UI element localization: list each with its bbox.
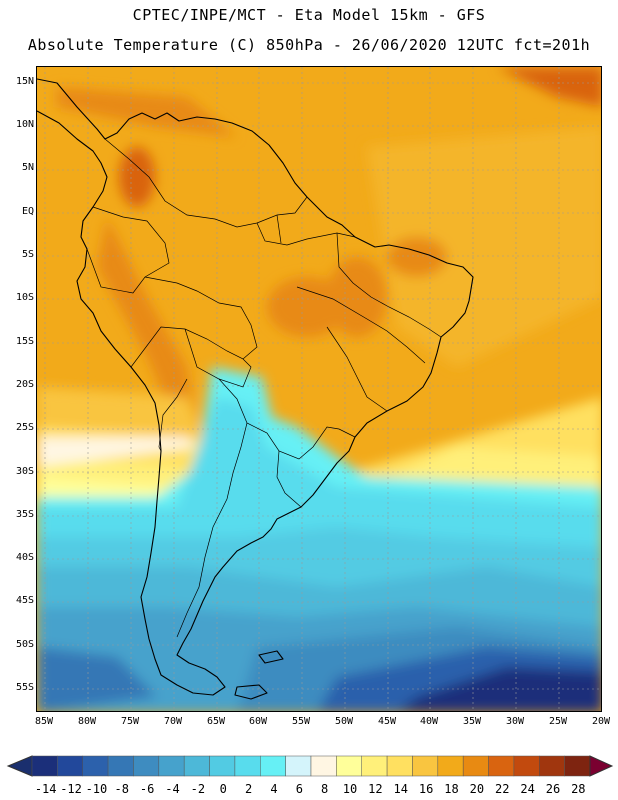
lat-label: 55S (15, 682, 34, 693)
colorbar-label: 4 (270, 782, 278, 796)
colorbar-swatch (158, 755, 185, 777)
colorbar-label: 0 (219, 782, 227, 796)
colorbar-label: 2 (244, 782, 253, 796)
lon-label: 25W (548, 716, 568, 727)
colorbar-over-arrow (589, 755, 614, 777)
lat-label: 35S (15, 509, 34, 520)
colorbar-swatch (209, 755, 236, 777)
lat-label: 20S (15, 379, 34, 390)
colorbar-swatch (361, 755, 388, 777)
lat-label: 45S (15, 595, 34, 606)
colorbar-swatch (564, 755, 591, 777)
colorbar-label: -12 (60, 782, 82, 796)
colorbar-swatch (107, 755, 134, 777)
temperature-map[interactable] (36, 66, 602, 712)
lon-label: 55W (291, 716, 311, 727)
colorbar-label: 16 (418, 782, 434, 796)
colorbar-label: -10 (85, 782, 108, 796)
country-borders (86, 138, 442, 638)
lon-label: 30W (505, 716, 525, 727)
colorbar-swatch (57, 755, 83, 777)
colorbar-label: 8 (321, 782, 329, 796)
colorbar-label: 6 (295, 782, 303, 796)
lat-label: 30S (15, 466, 34, 477)
colorbar-swatch (412, 755, 439, 777)
colorbar-swatch (386, 755, 413, 777)
lat-label: 40S (15, 552, 34, 563)
colorbar-swatch (513, 755, 540, 777)
map-title: CPTEC/INPE/MCT - Eta Model 15km - GFS (132, 6, 486, 24)
lon-label: 40W (419, 716, 439, 727)
lat-label: 15N (15, 76, 34, 87)
lat-label: 25S (15, 422, 34, 433)
colorbar-swatch (437, 755, 464, 777)
colorbar-swatch (183, 755, 210, 777)
colorbar (6, 755, 614, 777)
colorbar-label: 26 (545, 782, 561, 796)
colorbar-label: 12 (368, 782, 383, 796)
lat-label: 10N (15, 119, 34, 130)
colorbar-label: 28 (571, 782, 586, 796)
lat-label: 5S (21, 249, 34, 260)
lon-label: 60W (248, 716, 268, 727)
lon-label: 20W (591, 716, 611, 727)
colorbar-under-arrow (6, 755, 33, 777)
lon-label: 75W (120, 716, 140, 727)
colorbar-swatch (310, 755, 337, 777)
lon-label: 85W (34, 716, 54, 727)
lon-label: 80W (77, 716, 97, 727)
colorbar-label: 14 (393, 782, 408, 796)
colorbar-swatch (260, 755, 286, 777)
colorbar-swatch (31, 755, 58, 777)
colorbar-label: 18 (444, 782, 459, 796)
lat-label: 15S (15, 336, 34, 347)
graticule (37, 67, 601, 711)
colorbar-swatch (488, 755, 515, 777)
colorbar-label: -14 (34, 782, 57, 796)
colorbar-label: -2 (190, 782, 206, 796)
colorbar-swatch (336, 755, 362, 777)
colorbar-swatch (539, 755, 565, 777)
colorbar-swatch (285, 755, 312, 777)
lon-label: 45W (377, 716, 397, 727)
lat-label: 5N (21, 162, 34, 173)
coastline (37, 78, 474, 700)
colorbar-label: 22 (494, 782, 510, 796)
colorbar-swatch (462, 755, 489, 777)
map-subtitle: Absolute Temperature (C) 850hPa - 26/06/… (27, 36, 591, 54)
lat-label: EQ (21, 206, 34, 217)
lon-label: 35W (462, 716, 482, 727)
colorbar-label: -4 (165, 782, 180, 796)
lon-label: 70W (163, 716, 183, 727)
colorbar-label: 10 (342, 782, 358, 796)
colorbar-label: -6 (139, 782, 155, 796)
colorbar-label: 24 (520, 782, 535, 796)
colorbar-label: 20 (469, 782, 485, 796)
colorbar-swatch (82, 755, 109, 777)
lat-label: 50S (15, 639, 34, 650)
lon-label: 65W (206, 716, 226, 727)
lat-label: 10S (15, 292, 34, 303)
lon-label: 50W (334, 716, 354, 727)
colorbar-swatch (234, 755, 261, 777)
colorbar-label: -8 (114, 782, 129, 796)
colorbar-swatch (133, 755, 160, 777)
